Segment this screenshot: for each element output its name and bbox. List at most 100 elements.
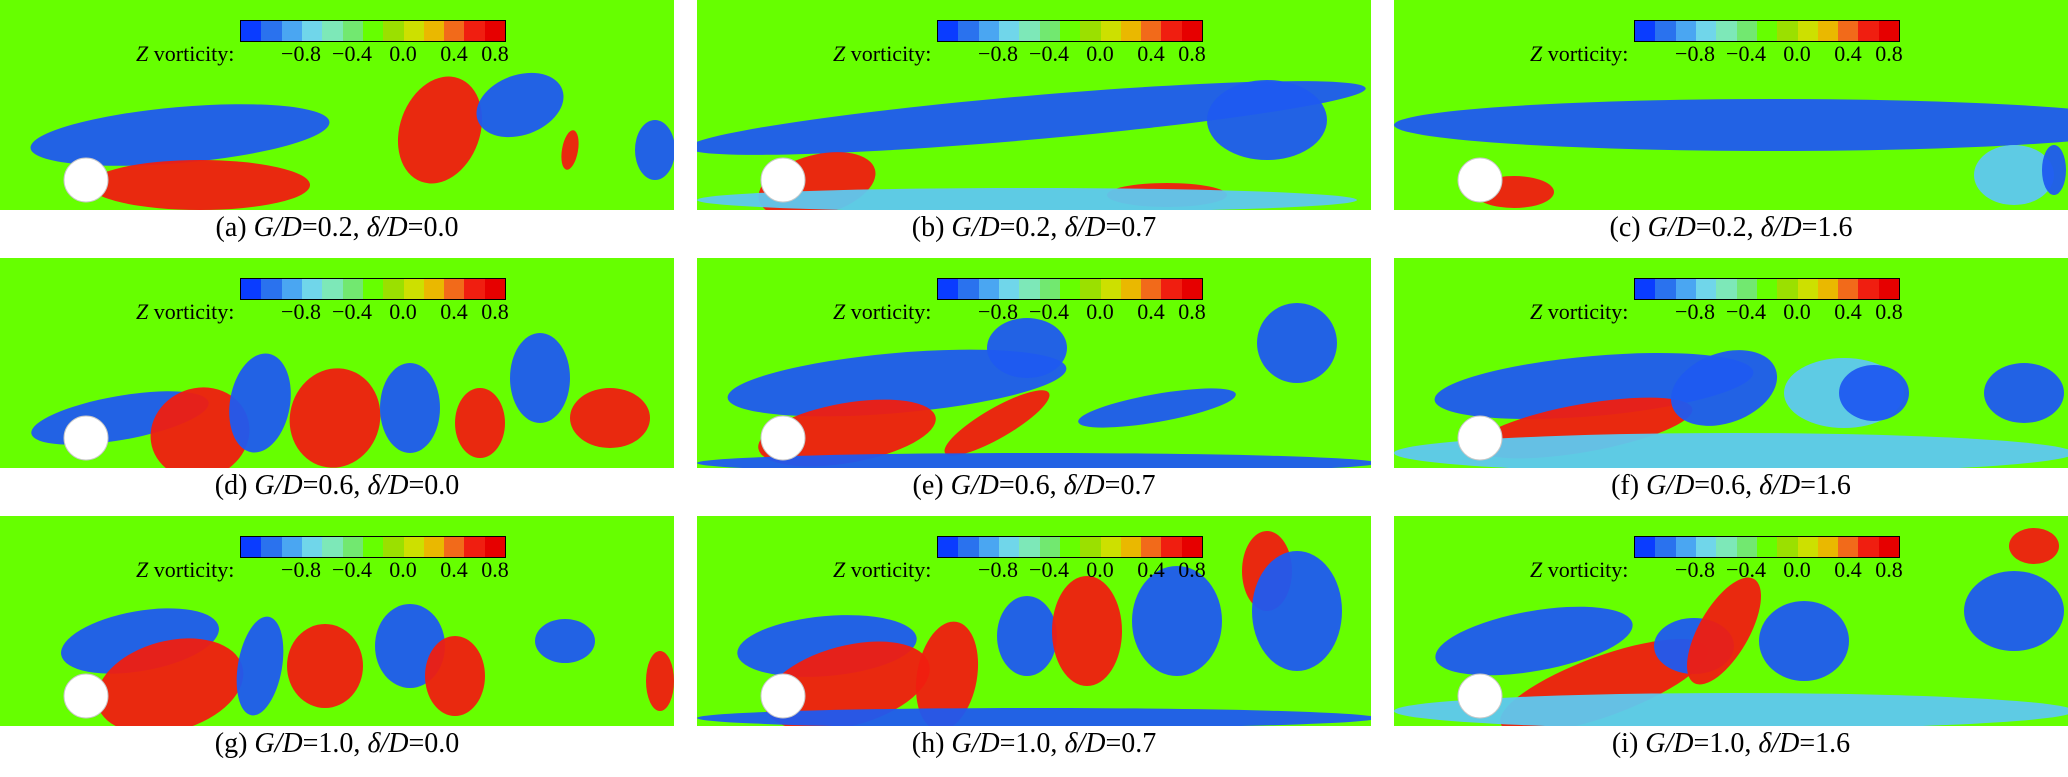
caption-dd-value: =0.7 (1104, 470, 1156, 501)
colorbar-swatch (403, 279, 424, 299)
negative-vortex (697, 81, 1366, 155)
negative-vortex (1394, 99, 2068, 151)
colorbar-swatch (464, 21, 485, 41)
positive-vortex (1052, 576, 1122, 686)
colorbar-tick-label: −0.8 (281, 41, 321, 66)
colorbar-swatch (1161, 537, 1182, 557)
colorbar-swatch (1161, 21, 1182, 41)
colorbar-label-text: vorticity: (1542, 557, 1629, 582)
caption-dd-value: =1.6 (1800, 470, 1851, 501)
colorbar-tick-label: −0.4 (1029, 557, 1069, 582)
colorbar-label-text: vorticity: (148, 557, 235, 582)
negative-vortex (1435, 606, 1633, 676)
colorbar-swatch (1756, 537, 1778, 557)
panel-caption: (c) G/D=0.2, δ/D=1.6 (1394, 212, 2068, 244)
colorbar-swatch (1080, 21, 1101, 41)
colorbar-swatch (1100, 537, 1121, 557)
caption-letter: (b) (911, 212, 952, 243)
colorbar-tick-label: 0.4 (440, 299, 468, 324)
colorbar-swatch (1161, 279, 1182, 299)
caption-dd-symbol: δ/D (1759, 470, 1801, 501)
colorbar-swatch (938, 537, 959, 557)
positive-vortex (455, 388, 505, 458)
colorbar-swatch (1858, 279, 1879, 299)
colorbar-swatch (998, 537, 1020, 557)
colorbar-tick-label: −0.8 (978, 557, 1018, 582)
colorbar-label: Z vorticity: (1530, 300, 1628, 324)
caption-dd-value: =1.6 (1801, 212, 1853, 243)
colorbar-swatch (241, 537, 262, 557)
positive-vortex (2009, 528, 2059, 564)
colorbar-tick-label: 0.8 (481, 41, 509, 66)
colorbar-swatch (1736, 21, 1757, 41)
colorbar-swatch (978, 537, 999, 557)
caption-dd-value: =0.0 (407, 212, 459, 243)
colorbar-label-text: vorticity: (845, 299, 932, 324)
colorbar-swatch (241, 279, 262, 299)
caption-gd-value: =1.0, (1693, 728, 1759, 759)
colorbar-label-symbol: Z (136, 557, 149, 582)
colorbar-swatch (1817, 21, 1839, 41)
vorticity-panel: Z vorticity: −0.8 −0.4 0.0 0.4 0.8 (c) G/D=0.2… (1394, 0, 2068, 258)
colorbar-swatch (261, 537, 282, 557)
colorbar-swatch (423, 537, 445, 557)
colorbar-label-symbol: Z (1530, 41, 1543, 66)
colorbar-swatch (362, 279, 384, 299)
negative-vortex (1759, 601, 1849, 681)
caption-dd-symbol: δ/D (366, 212, 408, 243)
colorbar (240, 20, 506, 42)
colorbar-swatch (1777, 537, 1798, 557)
colorbar-swatch (1838, 537, 1859, 557)
colorbar-swatch (1039, 21, 1060, 41)
caption-dd-symbol: δ/D (1064, 212, 1106, 243)
colorbar-tick-label: −0.4 (332, 557, 372, 582)
caption-letter: (e) (912, 470, 951, 501)
colorbar-swatch (464, 537, 485, 557)
vortex-contours (31, 333, 650, 468)
positive-vortex (287, 624, 363, 708)
positive-vortex (289, 368, 381, 468)
caption-letter: (f) (1611, 470, 1647, 501)
vortex-contours (1394, 528, 2068, 726)
cylinder (760, 673, 806, 719)
colorbar-swatch (444, 537, 465, 557)
caption-dd-value: =1.6 (1799, 728, 1851, 759)
colorbar-swatch (1695, 21, 1717, 41)
colorbar-swatch (1817, 537, 1839, 557)
negative-vortex (1132, 566, 1222, 676)
vortex-contours (697, 80, 1366, 210)
caption-letter: (g) (214, 728, 255, 759)
colorbar-swatch (1181, 537, 1203, 557)
colorbar-swatch (281, 537, 302, 557)
caption-dd-symbol: δ/D (1760, 212, 1802, 243)
colorbar-tick-label: 0.0 (1086, 299, 1114, 324)
colorbar-swatch (1059, 279, 1081, 299)
colorbar-swatch (1635, 21, 1656, 41)
colorbar-label: Z vorticity: (833, 558, 931, 582)
colorbar-swatch (1019, 21, 1040, 41)
colorbar-tick-label: −0.8 (978, 41, 1018, 66)
colorbar-label-text: vorticity: (148, 41, 235, 66)
caption-letter: (h) (911, 728, 952, 759)
colorbar-swatch (1675, 21, 1696, 41)
colorbar-tick-label: −0.8 (1675, 557, 1715, 582)
colorbar-swatch (403, 537, 424, 557)
positive-vortex (646, 651, 674, 711)
colorbar-swatch (1635, 537, 1656, 557)
colorbar-swatch (322, 279, 343, 299)
colorbar-swatch (1080, 537, 1101, 557)
colorbar-swatch (1655, 537, 1676, 557)
negative-vortex (697, 188, 1357, 210)
colorbar-tick-label: 0.4 (1834, 41, 1862, 66)
colorbar-swatch (958, 537, 979, 557)
caption-gd-value: =0.6, (1694, 470, 1760, 501)
negative-vortex (1670, 350, 1778, 426)
cylinder (63, 415, 109, 461)
caption-letter: (a) (215, 212, 254, 243)
colorbar-label-symbol: Z (136, 41, 149, 66)
colorbar-label-symbol: Z (1530, 299, 1543, 324)
negative-vortex (697, 453, 1371, 468)
colorbar-swatch (978, 21, 999, 41)
negative-vortex (2042, 145, 2066, 195)
negative-vortex (1839, 365, 1909, 421)
